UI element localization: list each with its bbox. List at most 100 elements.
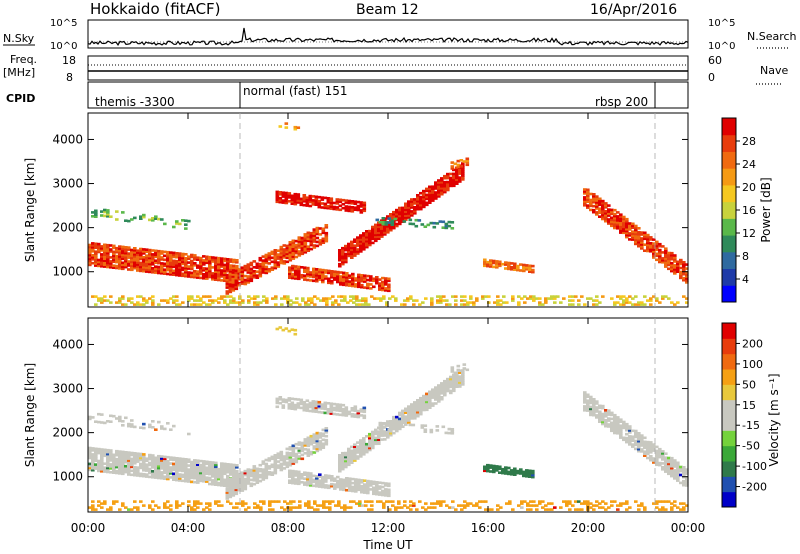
- heatmap-cell: [643, 303, 647, 306]
- heatmap-cell: [306, 270, 310, 274]
- heatmap-cell: [160, 467, 164, 470]
- heatmap-cell: [529, 500, 533, 503]
- heatmap-cell: [249, 267, 254, 271]
- heatmap-cell: [347, 447, 351, 451]
- heatmap-cell: [489, 263, 493, 266]
- heatmap-cell: [208, 460, 212, 464]
- heatmap-cell: [304, 502, 308, 505]
- heatmap-cell: [404, 218, 408, 221]
- heatmap-cell: [428, 195, 432, 199]
- heatmap-cell: [613, 301, 617, 304]
- heatmap-cell: [398, 208, 402, 212]
- heatmap-cell: [307, 500, 311, 503]
- heatmap-cell: [270, 266, 275, 269]
- heatmap-cell: [601, 215, 605, 219]
- heatmap-cell: [622, 295, 626, 298]
- heatmap-cell: [240, 475, 245, 478]
- heatmap-cell: [420, 223, 425, 226]
- heatmap-cell: [121, 297, 125, 300]
- heatmap-cell: [419, 404, 423, 408]
- heatmap-cell: [345, 277, 349, 281]
- heatmap-cell: [255, 262, 260, 266]
- heatmap-cell: [118, 301, 122, 304]
- heatmap-cell: [133, 452, 137, 455]
- heatmap-cell: [308, 401, 313, 405]
- heatmap-cell: [307, 299, 311, 302]
- heatmap-cell: [345, 482, 349, 486]
- heatmap-cell: [440, 384, 444, 387]
- heatmap-cell: [310, 297, 314, 300]
- heatmap-cell: [142, 303, 146, 306]
- heatmap-cell: [658, 500, 662, 503]
- heatmap-cell: [225, 280, 230, 283]
- heatmap-cell: [634, 431, 638, 435]
- heatmap-cell: [354, 279, 358, 282]
- heatmap-cell: [217, 274, 221, 278]
- heatmap-cell: [314, 404, 319, 408]
- heatmap-cell: [323, 202, 328, 206]
- heatmap-cell: [252, 272, 257, 275]
- heatmap-cell: [613, 423, 617, 427]
- heatmap-cell: [178, 262, 182, 265]
- heatmap-cell: [309, 478, 313, 481]
- heatmap-cell: [368, 440, 372, 444]
- heatmap-cell: [264, 271, 269, 275]
- heatmap-cell: [303, 477, 307, 480]
- heatmap-cell: [106, 263, 110, 267]
- heatmap-cell: [348, 276, 352, 279]
- heatmap-cell: [94, 455, 98, 458]
- heatmap-cell: [303, 274, 307, 277]
- heatmap-cell: [157, 468, 161, 472]
- heatmap-cell: [253, 502, 257, 505]
- heatmap-cell: [193, 463, 197, 466]
- heatmap-cell: [377, 434, 381, 437]
- heatmap-cell: [592, 504, 596, 507]
- heatmap-cell: [350, 409, 355, 412]
- heatmap-cell: [228, 280, 233, 284]
- heatmap-cell: [229, 270, 233, 273]
- heatmap-cell: [127, 461, 131, 464]
- heatmap-cell: [324, 474, 328, 477]
- heatmap-cell: [437, 183, 441, 186]
- heatmap-cell: [303, 268, 307, 271]
- heatmap-cell: [682, 470, 686, 473]
- heatmap-cell: [409, 508, 413, 511]
- heatmap-cell: [208, 295, 212, 298]
- heatmap-cell: [290, 202, 295, 205]
- heatmap-cell: [308, 405, 313, 409]
- heatmap-cell: [649, 445, 653, 448]
- heatmap-cell: [330, 479, 334, 482]
- heatmap-cell: [682, 269, 686, 272]
- heatmap-cell: [685, 478, 689, 481]
- heatmap-cell: [372, 482, 376, 486]
- heatmap-cell: [437, 195, 441, 198]
- heatmap-cell: [682, 466, 686, 469]
- heatmap-cell: [616, 508, 620, 511]
- heatmap-cell: [229, 295, 233, 298]
- heatmap-cell: [538, 500, 542, 503]
- heatmap-cell: [583, 405, 587, 408]
- heatmap-cell: [223, 259, 227, 263]
- heatmap-cell: [288, 252, 293, 256]
- heatmap-cell: [199, 465, 203, 469]
- heatmap-cell: [344, 207, 349, 210]
- heatmap-cell: [652, 238, 656, 241]
- heatmap-cell: [441, 226, 446, 229]
- heatmap-cell: [240, 479, 245, 482]
- heatmap-cell: [413, 401, 417, 404]
- heatmap-cell: [264, 472, 269, 476]
- heatmap-cell: [148, 457, 152, 461]
- heatmap-cell: [253, 301, 257, 304]
- heatmap-cell: [359, 443, 363, 446]
- heatmap-cell: [196, 477, 200, 480]
- heatmap-cell: [682, 483, 686, 487]
- heatmap-cell: [637, 432, 641, 435]
- heatmap-cell: [314, 402, 319, 406]
- heatmap-cell: [106, 450, 110, 454]
- heatmap-cell: [157, 255, 161, 259]
- heatmap-cell: [589, 208, 593, 212]
- heatmap-cell: [97, 463, 101, 467]
- heatmap-cell: [223, 466, 227, 470]
- heatmap-cell: [106, 209, 110, 212]
- heatmap-cell: [595, 504, 599, 507]
